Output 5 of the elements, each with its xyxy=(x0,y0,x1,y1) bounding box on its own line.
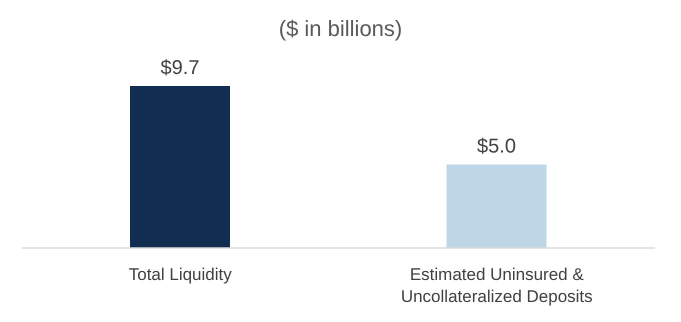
data-label: $9.7 xyxy=(160,57,200,79)
x-tick-label: Total Liquidity xyxy=(128,265,232,284)
x-tick-label: Estimated Uninsured & Uncollateralized Deposits xyxy=(400,265,593,306)
data-label: $5.0 xyxy=(477,135,516,158)
chart-title: ($ in billions) xyxy=(278,16,404,42)
